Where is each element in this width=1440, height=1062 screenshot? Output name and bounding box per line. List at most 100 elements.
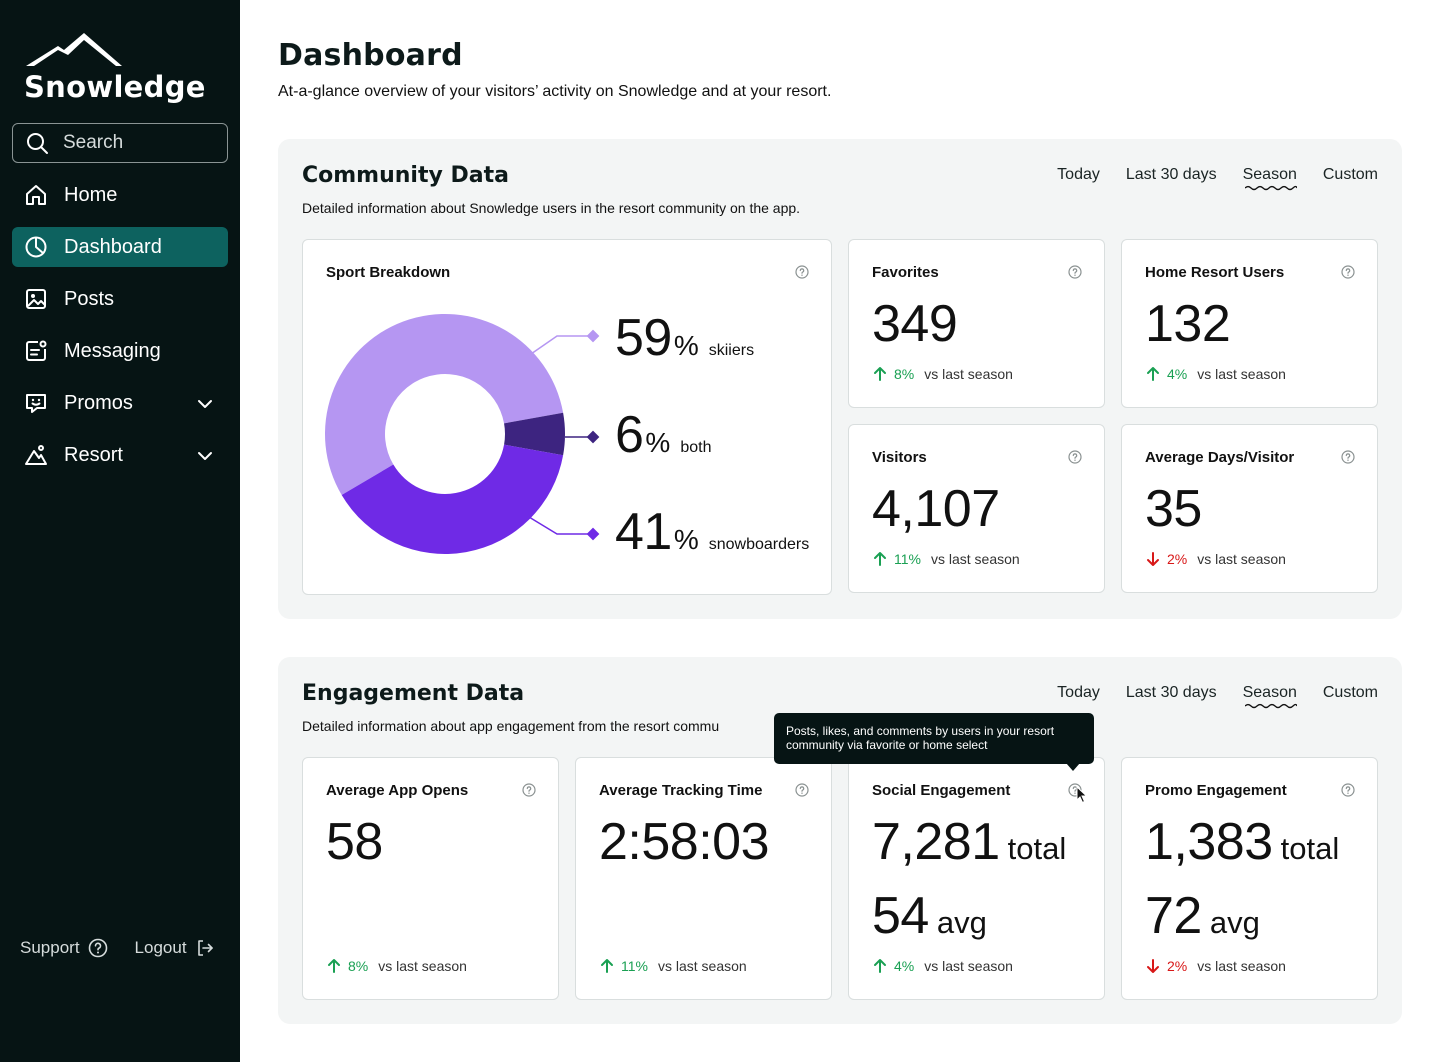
metric-average: 72 avg (1145, 886, 1260, 946)
help-icon[interactable] (1068, 450, 1082, 464)
arrow-up-icon (874, 367, 886, 381)
tab-last-30-days[interactable]: Last 30 days (1125, 166, 1217, 183)
help-icon[interactable] (1068, 265, 1082, 279)
average-tracking-time-card: Average Tracking Time 2:58:03 11% vs las… (575, 757, 832, 1000)
help-icon[interactable] (1341, 265, 1355, 279)
search-input[interactable] (63, 132, 213, 154)
tab-season[interactable]: Season (1243, 684, 1297, 709)
help-icon[interactable] (795, 265, 809, 279)
help-circle-icon (88, 938, 107, 958)
avg-value: 72 (1145, 887, 1202, 945)
squiggle-underline-icon (1244, 185, 1297, 191)
help-icon[interactable] (1341, 783, 1355, 797)
total-value: 7,281 (872, 813, 1000, 871)
avg-unit: avg (936, 905, 987, 940)
donut-segment-both[interactable] (504, 412, 565, 456)
arrow-down-icon (1147, 959, 1159, 973)
trend-indicator: 4% vs last season (872, 958, 1013, 974)
donut-value: 6 (615, 406, 644, 464)
tab-season[interactable]: Season (1242, 166, 1297, 191)
trend-compare: vs last season (930, 551, 1020, 567)
trend-percent: 8% (348, 958, 369, 974)
help-icon[interactable] (795, 783, 809, 797)
connector-marker-both (586, 430, 600, 444)
tab-today[interactable]: Today (1057, 166, 1100, 183)
connector-marker-skiers (586, 329, 600, 343)
social-engagement-tooltip: Posts, likes, and comments by users in y… (774, 713, 1094, 771)
help-icon[interactable] (1341, 450, 1355, 464)
tab-last-30-days[interactable]: Last 30 days (1125, 684, 1217, 701)
search-box[interactable] (12, 123, 228, 163)
donut-segment-snowboarders[interactable] (341, 444, 564, 554)
brand-name: Snowledge (24, 70, 206, 104)
logout-link[interactable]: Logout (135, 938, 215, 958)
tab-custom[interactable]: Custom (1322, 166, 1378, 183)
trend-percent: 2% (1167, 958, 1188, 974)
donut-segment-skiers[interactable] (325, 314, 564, 496)
card-title: Average App Opens (326, 782, 469, 799)
trend-percent: 11% (894, 551, 921, 567)
nav-label: Dashboard (64, 235, 162, 258)
nav-item-promos[interactable]: Promos (12, 383, 228, 423)
chevron-down-icon[interactable] (196, 447, 214, 465)
tab-today[interactable]: Today (1057, 684, 1100, 701)
trend-compare: vs last season (924, 366, 1013, 382)
donut-label-snowboarders: 41% snowboarders (615, 502, 809, 562)
card-title: Home Resort Users (1145, 264, 1285, 281)
help-icon[interactable] (1068, 783, 1082, 797)
nav-item-messaging[interactable]: Messaging (12, 331, 228, 371)
trend-percent: 4% (894, 958, 915, 974)
nav-label: Promos (64, 391, 133, 414)
metric-value: 2:58:03 (599, 813, 770, 871)
pie-chart-icon (25, 236, 47, 258)
connector-snowboarders (528, 516, 593, 535)
trend-indicator: 11% vs last season (872, 551, 1020, 567)
section-title: Engagement Data (302, 681, 525, 706)
trend-compare: vs last season (1197, 366, 1286, 382)
mountain-logo-icon (26, 33, 122, 66)
arrow-up-icon (874, 552, 886, 566)
card-title: Favorites (872, 264, 939, 281)
metric-average: 54 avg (872, 886, 987, 946)
message-icon (26, 340, 47, 361)
chevron-down-icon[interactable] (196, 395, 214, 413)
help-icon[interactable] (522, 783, 536, 797)
metric-total: 1,383 total (1145, 812, 1339, 872)
arrow-down-icon (1147, 552, 1159, 566)
nav-item-home[interactable]: Home (12, 175, 228, 215)
tab-custom[interactable]: Custom (1322, 684, 1378, 701)
metric-total: 7,281 total (872, 812, 1066, 872)
trend-indicator: 11% vs last season (599, 958, 747, 974)
arrow-up-icon (601, 959, 613, 973)
metric-value: 4,107 (872, 480, 1000, 538)
avg-value: 54 (872, 887, 929, 945)
community-data-section: Community Data Detailed information abou… (278, 139, 1402, 619)
support-link[interactable]: Support (20, 938, 108, 958)
mountain-icon (25, 445, 47, 465)
donut-caption: both (680, 439, 712, 456)
trend-compare: vs last season (378, 958, 467, 974)
card-title: Promo Engagement (1145, 782, 1287, 799)
home-icon (26, 185, 46, 205)
donut-label-skiers: 59% skiiers (615, 308, 754, 368)
donut-caption: snowboarders (708, 536, 810, 553)
donut-caption: skiiers (708, 342, 755, 359)
donut-value: 59 (615, 309, 672, 367)
nav-item-dashboard[interactable]: Dashboard (12, 227, 228, 267)
nav-item-posts[interactable]: Posts (12, 279, 228, 319)
trend-compare: vs last season (657, 958, 747, 974)
chat-smile-icon (26, 394, 46, 413)
nav-item-resort[interactable]: Resort (12, 435, 228, 475)
section-title: Community Data (302, 163, 509, 188)
page-subtitle: At-a-glance overview of your visitors’ a… (278, 83, 832, 100)
tooltip-text: Posts, likes, and comments by users in y… (786, 724, 1055, 752)
arrow-up-icon (874, 959, 886, 973)
search-icon (27, 133, 48, 154)
nav-label: Resort (64, 443, 123, 466)
avg-unit: avg (1209, 905, 1260, 940)
connector-skiers (530, 335, 593, 355)
metric-value: 349 (872, 295, 958, 353)
range-tabs: Today Last 30 days Season Custom (1031, 684, 1378, 709)
brand-logo[interactable]: Snowledge (24, 30, 205, 104)
tab-label: Season (1242, 166, 1297, 183)
